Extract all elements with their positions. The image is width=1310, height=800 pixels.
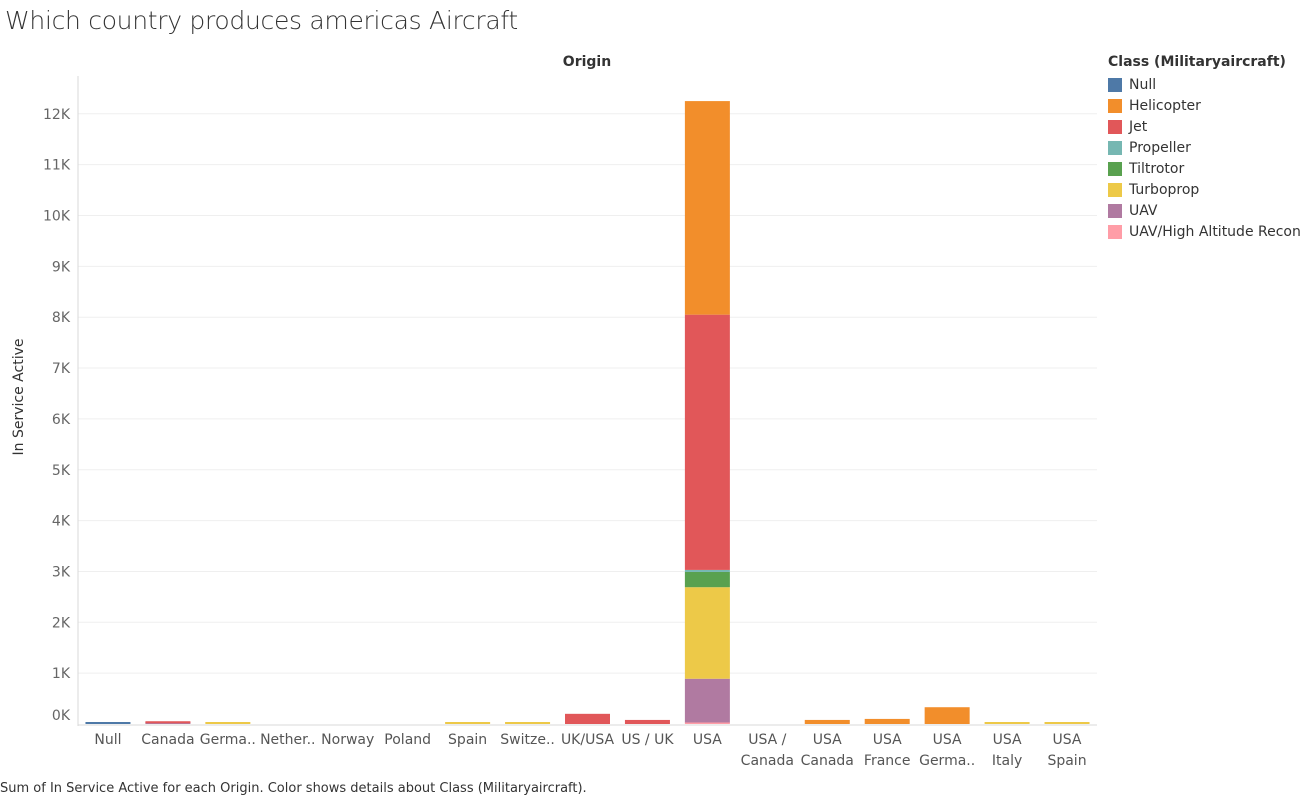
legend-swatch (1108, 98, 1122, 113)
bar-segment-helicopter (924, 707, 970, 724)
x-tick-label: Canada (801, 753, 854, 769)
legend-item[interactable]: Helicopter (1108, 95, 1301, 116)
y-tick-label: 2K (52, 615, 71, 631)
bar-segment-jet (565, 713, 610, 724)
bar-segment-turboprop (205, 722, 251, 724)
x-tick-label: USA (873, 732, 902, 748)
x-tick-label: Switze.. (500, 732, 555, 748)
legend: Class (Militaryaircraft) Null Helicopter J… (1108, 54, 1301, 242)
x-tick-label: Null (94, 732, 121, 748)
legend-label: Tiltrotor (1129, 160, 1185, 177)
y-tick-label: 0K (52, 708, 71, 724)
x-tick-label: USA (993, 732, 1022, 748)
legend-swatch (1108, 77, 1122, 92)
bar-segment-turboprop (445, 722, 491, 724)
x-tick-label: USA (693, 732, 722, 748)
x-tick-label: Germa.. (200, 732, 256, 748)
x-tick-label: Canada (741, 753, 794, 769)
legend-swatch (1108, 224, 1122, 239)
bar-segment-turboprop (984, 722, 1030, 724)
y-tick-label: 4K (52, 514, 71, 530)
legend-swatch (1108, 203, 1122, 218)
legend-label: Propeller (1129, 139, 1191, 156)
x-tick-label: USA (1053, 732, 1082, 748)
legend-label: UAV (1129, 202, 1158, 219)
y-tick-label: 3K (52, 564, 71, 580)
x-tick-label: Nether.. (260, 732, 315, 748)
bar-segment-uav-high-altitude-recon (684, 722, 730, 724)
bar-segment-tiltrotor (684, 571, 730, 588)
bar-segment-helicopter (804, 719, 850, 724)
chart-title: Which country produces americas Aircraft (5, 6, 518, 35)
x-axis-title: Origin (563, 54, 611, 70)
x-tick-label: US / UK (621, 732, 674, 748)
legend-item[interactable]: Turboprop (1108, 179, 1301, 200)
x-axis: Null Canada Germa.. Nether.. Norway Poland Spa… (78, 724, 1097, 769)
legend-label: Null (1129, 76, 1157, 93)
bars (85, 101, 1090, 724)
bar-segment-helicopter (864, 718, 910, 724)
legend-item[interactable]: Propeller (1108, 137, 1301, 158)
legend-swatch (1108, 182, 1122, 197)
x-tick-label: Italy (992, 753, 1022, 769)
x-tick-label: Germa.. (919, 753, 975, 769)
x-tick-label: Spain (1047, 753, 1086, 769)
bar-segment-jet (624, 719, 670, 724)
legend-items: Null Helicopter Jet Propeller Tiltrotor Turbo… (1108, 74, 1301, 242)
y-tick-label: 1K (52, 666, 71, 682)
bar-segment-null (85, 722, 131, 724)
y-tick-label: 8K (52, 310, 71, 326)
legend-swatch (1108, 161, 1122, 176)
legend-item[interactable]: UAV (1108, 200, 1301, 221)
legend-label: Helicopter (1129, 97, 1201, 114)
legend-label: Turboprop (1129, 181, 1200, 198)
bar-segment-helicopter (684, 101, 730, 315)
x-tick-label: Norway (321, 732, 374, 748)
legend-item[interactable]: Tiltrotor (1108, 158, 1301, 179)
legend-label: UAV/High Altitude Recon (1129, 223, 1301, 240)
x-tick-label: UK/USA (561, 732, 615, 748)
y-tick-label: 10K (43, 209, 71, 225)
legend-item[interactable]: Jet (1108, 116, 1301, 137)
x-tick-label: USA / (748, 732, 786, 748)
y-axis: 0K 1K 2K 3K 4K 5K 6K 7K 8K 9K 10K 11K 12K (43, 76, 79, 726)
x-tick-label: USA (813, 732, 842, 748)
legend-swatch (1108, 140, 1122, 155)
y-tick-label: 9K (52, 259, 71, 275)
y-tick-label: 5K (52, 463, 71, 479)
legend-title: Class (Militaryaircraft) (1108, 54, 1286, 70)
bar-segment-turboprop (1044, 722, 1090, 724)
bar-segment-uav (684, 678, 730, 723)
y-tick-label: 6K (52, 412, 71, 428)
gridlines (78, 113, 1097, 674)
x-tick-label: Spain (448, 732, 487, 748)
x-tick-label: Canada (141, 732, 194, 748)
bar-segment-turboprop (684, 587, 730, 679)
y-tick-label: 7K (52, 361, 71, 377)
x-tick-label: France (864, 753, 911, 769)
legend-item[interactable]: UAV/High Altitude Recon (1108, 221, 1301, 242)
bar-segment-jet (145, 721, 191, 724)
stacked-bar-chart: 0K 1K 2K 3K 4K 5K 6K 7K 8K 9K 10K 11K 12K Null Canada… (11, 54, 1097, 769)
bar-segment-propeller (684, 569, 730, 572)
legend-item[interactable]: Null (1108, 74, 1301, 95)
y-tick-label: 11K (43, 158, 71, 174)
y-axis-title: In Service Active (11, 339, 27, 456)
x-tick-label: USA (933, 732, 962, 748)
bar-segment-turboprop (505, 722, 551, 724)
x-tick-label: Poland (384, 732, 431, 748)
chart-caption: Sum of In Service Active for each Origin… (0, 781, 587, 796)
legend-label: Jet (1129, 118, 1148, 135)
bar-segment-jet (684, 314, 730, 570)
legend-swatch (1108, 119, 1122, 134)
y-tick-label: 12K (43, 107, 71, 123)
